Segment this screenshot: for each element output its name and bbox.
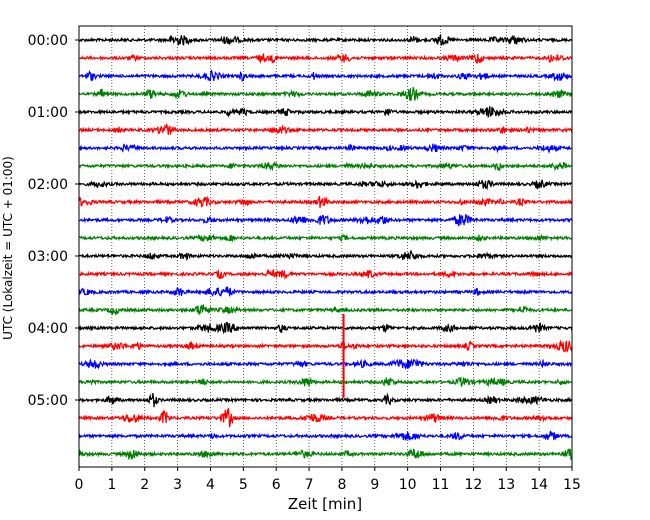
trace-row-0315 [78, 268, 573, 281]
y-tick-label: 05:00 [28, 393, 68, 409]
y-tick-label: 01:00 [28, 105, 68, 121]
y-axis-label: UTC (Lokalzeit = UTC + 01:00) [1, 156, 15, 340]
trace-row-0015 [78, 52, 573, 65]
y-tick-label: 02:00 [28, 177, 68, 193]
x-tick-label: 9 [370, 477, 379, 493]
trace-row-0515 [78, 407, 573, 428]
y-tick-label: 03:00 [28, 249, 68, 265]
trace-row-0100 [78, 106, 573, 118]
x-tick-label: 12 [464, 477, 482, 493]
trace-row-0330 [78, 286, 573, 297]
trace-row-0400 [78, 321, 573, 335]
trace-row-0530 [78, 430, 573, 441]
y-axis-ticks: 00:00 01:00 02:00 03:00 04:00 05:00 [28, 33, 79, 409]
trace-row-0445 [78, 376, 573, 388]
y-tick-label: 04:00 [28, 321, 68, 337]
x-tick-label: 2 [140, 477, 149, 493]
x-axis-label: Zeit [min] [288, 495, 362, 513]
y-tick-label: 00:00 [28, 33, 68, 49]
trace-row-0115 [78, 123, 573, 135]
seismic-traces [78, 34, 573, 461]
trace-row-0045 [78, 86, 573, 102]
x-tick-label: 3 [173, 477, 182, 493]
x-tick-label: 10 [399, 477, 417, 493]
x-tick-label: 14 [530, 477, 548, 493]
trace-row-0245 [78, 233, 573, 242]
x-tick-label: 7 [305, 477, 314, 493]
trace-row-0030 [78, 69, 573, 82]
x-axis-ticks: 0 1 2 3 4 5 6 7 8 9 10 11 12 13 14 15 [75, 467, 581, 493]
x-tick-label: 0 [75, 477, 84, 493]
x-tick-label: 13 [497, 477, 515, 493]
x-tick-label: 4 [206, 477, 215, 493]
trace-row-0215 [78, 195, 573, 209]
trace-row-0545 [78, 448, 573, 461]
trace-row-0500 [78, 392, 573, 408]
trace-row-0230 [78, 214, 573, 227]
trace-row-0300 [78, 249, 573, 262]
trace-row-0345 [78, 304, 573, 317]
trace-row-0430 [78, 358, 573, 370]
x-tick-label: 11 [432, 477, 450, 493]
trace-row-0415 [78, 339, 573, 353]
x-tick-label: 1 [107, 477, 116, 493]
trace-row-0145 [78, 161, 573, 172]
plot-frame [78, 25, 573, 468]
x-tick-label: 15 [563, 477, 581, 493]
trace-row-0200 [78, 179, 573, 191]
x-tick-label: 5 [239, 477, 248, 493]
x-tick-label: 8 [337, 477, 346, 493]
trace-row-0130 [78, 143, 573, 154]
trace-row-0000 [78, 34, 573, 47]
x-tick-label: 6 [272, 477, 281, 493]
